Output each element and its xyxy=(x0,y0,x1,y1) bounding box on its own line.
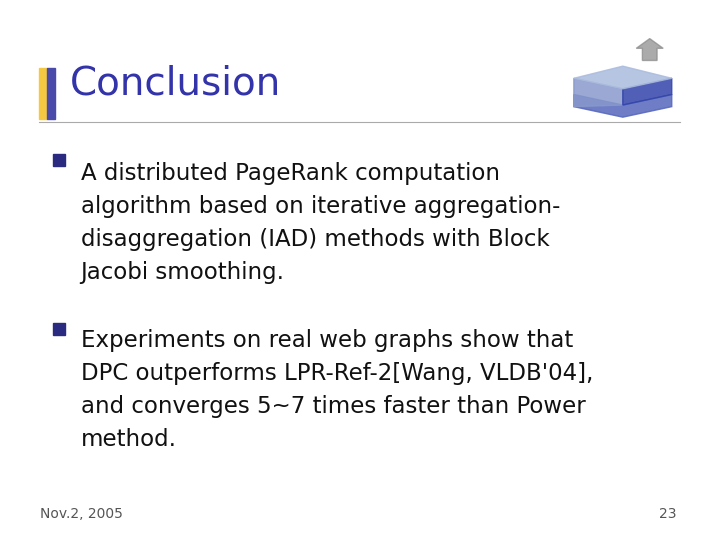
Polygon shape xyxy=(623,78,672,105)
Text: Nov.2, 2005: Nov.2, 2005 xyxy=(40,507,123,521)
Polygon shape xyxy=(574,78,623,106)
Bar xyxy=(47,68,55,119)
Polygon shape xyxy=(574,66,672,89)
Text: Experiments on real web graphs show that
DPC outperforms LPR-Ref-2[Wang, VLDB'04: Experiments on real web graphs show that… xyxy=(81,329,593,451)
Text: A distributed PageRank computation
algorithm based on iterative aggregation-
dis: A distributed PageRank computation algor… xyxy=(81,162,560,284)
Text: 23: 23 xyxy=(660,507,677,521)
Bar xyxy=(53,323,66,335)
Polygon shape xyxy=(574,94,672,117)
Bar xyxy=(53,154,66,166)
Text: Conclusion: Conclusion xyxy=(70,65,282,103)
Bar xyxy=(39,68,47,119)
FancyArrow shape xyxy=(636,38,663,60)
